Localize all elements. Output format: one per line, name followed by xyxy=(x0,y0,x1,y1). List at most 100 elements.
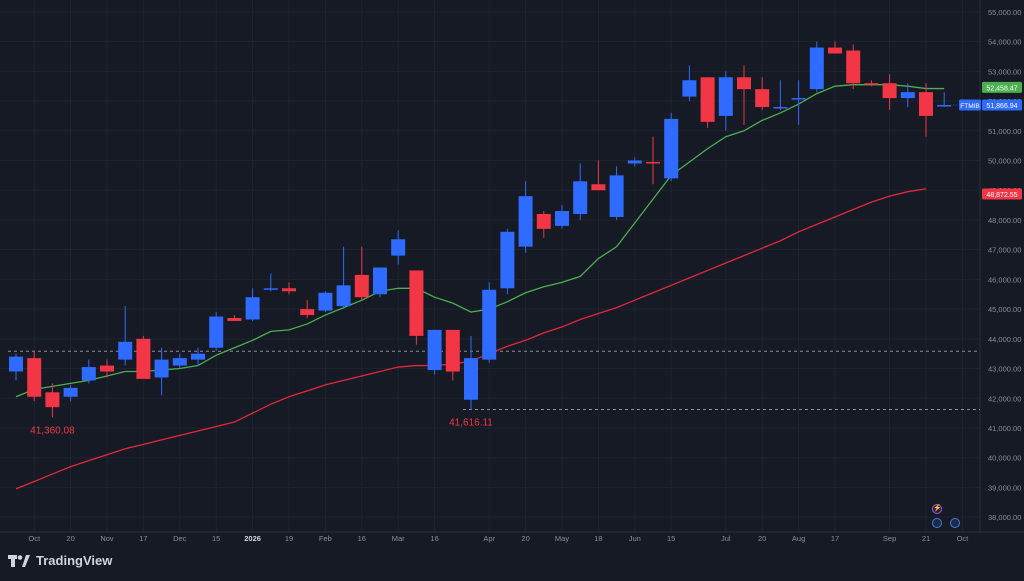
candle-body xyxy=(354,274,369,298)
x-axis-tick-label: 16 xyxy=(358,534,366,543)
candle-body xyxy=(700,77,715,122)
x-axis-tick-label: Jul xyxy=(721,534,731,543)
y-axis-tick-label: 46,000.00 xyxy=(988,275,1021,284)
y-axis-tick-label: 41,000.00 xyxy=(988,424,1021,433)
x-axis-tick-label: Dec xyxy=(173,534,187,543)
candle-body xyxy=(227,318,242,321)
y-axis-tick-label: 48,000.00 xyxy=(988,216,1021,225)
candle-body xyxy=(828,47,842,54)
candle-body xyxy=(900,92,915,99)
y-axis-tick-label: 38,000.00 xyxy=(988,513,1021,522)
x-axis-tick-label: 15 xyxy=(212,534,220,543)
dividend-icon[interactable] xyxy=(932,518,942,528)
y-axis-tick-label: 53,000.00 xyxy=(988,67,1021,76)
earnings-flash-icon[interactable]: ⚡ xyxy=(932,504,942,514)
candle-body xyxy=(609,175,624,217)
x-axis-tick-label: 20 xyxy=(66,534,74,543)
x-axis-tick-label: 21 xyxy=(922,534,930,543)
candle-body xyxy=(646,161,660,164)
candle-body xyxy=(136,338,151,379)
candle-body xyxy=(755,89,770,107)
candle-body xyxy=(627,160,642,164)
y-axis-tick-label: 45,000.00 xyxy=(988,305,1021,314)
candle-body xyxy=(773,106,788,109)
y-axis-tick-label: 51,000.00 xyxy=(988,127,1021,136)
dividend-icon[interactable] xyxy=(950,518,960,528)
low-price-annotation: 41,360.08 xyxy=(30,425,75,436)
candle-body xyxy=(864,83,879,85)
candle-body xyxy=(427,329,442,371)
candle-body xyxy=(245,297,260,320)
candle-body xyxy=(718,77,733,116)
price-label-value: 51,866.94 xyxy=(986,103,1017,110)
candle-body xyxy=(445,329,460,372)
candle-body xyxy=(172,358,187,366)
symbol-tag xyxy=(959,99,981,111)
y-axis-tick-label: 39,000.00 xyxy=(988,483,1021,492)
x-axis-tick-label: Nov xyxy=(100,534,114,543)
x-axis-tick-label: Apr xyxy=(483,534,495,543)
candle-body xyxy=(482,289,497,360)
price-label-value: 52,458.47 xyxy=(986,85,1017,92)
x-axis-tick-label: 17 xyxy=(831,534,839,543)
candle-body xyxy=(391,239,406,256)
candle-body xyxy=(118,341,133,360)
y-axis-tick-label: 54,000.00 xyxy=(988,38,1021,47)
candle-body xyxy=(154,359,169,378)
candle-body xyxy=(81,367,96,381)
x-axis-tick-label: Oct xyxy=(28,534,41,543)
candle-body xyxy=(263,288,278,290)
candle-body xyxy=(464,358,478,400)
x-axis-tick-label: Sep xyxy=(883,534,896,543)
candle-body xyxy=(791,98,806,100)
y-axis-tick-label: 40,000.00 xyxy=(988,454,1021,463)
candle-body xyxy=(937,105,952,107)
y-axis-tick-label: 42,000.00 xyxy=(988,394,1021,403)
moving-average-short-line xyxy=(15,84,945,398)
candle-body xyxy=(409,270,424,336)
x-axis-tick-label: 18 xyxy=(594,534,602,543)
x-axis-tick-label: Mar xyxy=(392,534,405,543)
x-axis-tick-label: 16 xyxy=(430,534,438,543)
candle-body xyxy=(373,267,387,295)
event-markers: ⚡ xyxy=(929,504,969,530)
candle-body xyxy=(809,47,824,90)
candle-body xyxy=(282,288,296,292)
candle-body xyxy=(536,213,551,229)
candle-body xyxy=(555,211,569,226)
x-axis-tick-label: Aug xyxy=(792,534,805,543)
x-axis-tick-label: Jun xyxy=(629,534,641,543)
x-axis-tick-label: May xyxy=(555,534,569,543)
candle-body xyxy=(27,358,42,397)
x-axis-tick-label: 17 xyxy=(139,534,147,543)
candle-body xyxy=(591,184,606,191)
candle-body xyxy=(100,365,114,372)
candle-body xyxy=(9,356,23,372)
y-axis-tick-label: 47,000.00 xyxy=(988,246,1021,255)
candle-body xyxy=(846,50,861,84)
y-axis-tick-label: 44,000.00 xyxy=(988,335,1021,344)
candle-body xyxy=(573,181,588,214)
price-label-tag xyxy=(982,99,1022,111)
candle-body xyxy=(209,316,224,348)
y-axis-tick-label: 55,000.00 xyxy=(988,8,1021,17)
candle-body xyxy=(500,231,515,289)
candle-body xyxy=(919,92,933,116)
x-axis-tick-label: 20 xyxy=(521,534,529,543)
candle-body xyxy=(336,285,351,307)
x-axis-tick-label: Oct xyxy=(957,534,970,543)
brand-name: TradingView xyxy=(36,553,113,568)
low-price-annotation: 41,616.11 xyxy=(449,418,493,429)
y-axis-tick-label: 43,000.00 xyxy=(988,365,1021,374)
x-axis-tick-label: 19 xyxy=(285,534,293,543)
tradingview-brand[interactable]: TradingView xyxy=(8,553,112,568)
x-axis-tick-label: 2026 xyxy=(244,534,261,543)
x-axis-tick-label: 20 xyxy=(758,534,766,543)
candle-body xyxy=(318,292,333,311)
y-axis-tick-label: 50,000.00 xyxy=(988,156,1021,165)
candle-body xyxy=(300,309,315,316)
symbol-label: FTMIB xyxy=(960,103,980,110)
x-axis-tick-label: 15 xyxy=(667,534,675,543)
